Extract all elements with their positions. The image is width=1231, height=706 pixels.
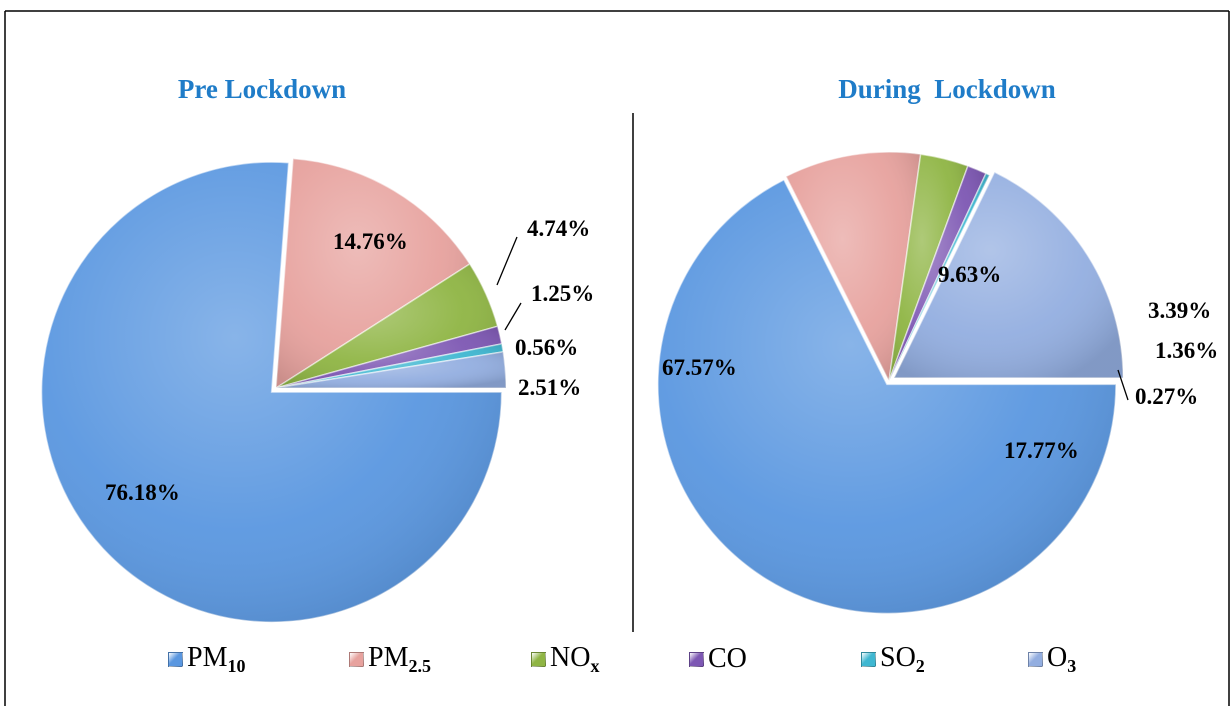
during-slice-pm25-shading	[786, 152, 921, 381]
during-slice-so2-shading	[889, 173, 990, 381]
during-label-pm10: 67.57%	[662, 355, 737, 380]
legend-co-base-text: CO	[708, 643, 747, 674]
during-label-nox: 3.39%	[1148, 298, 1211, 323]
legend-pm10-subscript: 10	[227, 655, 246, 676]
chart-title-pre-lockdown: Pre Lockdown	[177, 74, 347, 104]
pre-label-o3: 2.51%	[518, 375, 581, 400]
legend-so2-square-marker-icon	[861, 651, 876, 667]
pre-label-so2: 0.56%	[515, 335, 578, 360]
legend-nox-base-text: NO	[550, 641, 591, 673]
legend-pm25-subscript: 2.5	[408, 655, 431, 676]
legend-pm10-square-marker-icon	[168, 651, 183, 667]
pre-slice-pm25-shading	[276, 158, 470, 388]
legend: PM10 PM2.5 NOx CO SO2 O3	[168, 637, 1128, 681]
pre-slice-so2-shading	[276, 343, 504, 388]
legend-label-pm25: PM2.5	[368, 642, 431, 677]
pre-slice-nox-shading	[276, 264, 498, 388]
legend-so2-base-text: SO	[880, 641, 916, 673]
legend-label-so2: SO2	[880, 642, 925, 677]
legend-label-co: CO	[708, 643, 747, 675]
chart-title-during-lockdown: During Lockdown	[838, 74, 1056, 104]
pie-chart-pre-lockdown: 76.18% 14.76% 4.74% 1.25% 0.56% 2.51%	[40, 157, 594, 623]
legend-pm10-base-text: PM	[187, 641, 228, 673]
legend-item-co: CO	[689, 637, 747, 681]
during-label-o3: 17.77%	[1004, 438, 1079, 463]
legend-o3-base-text: O	[1047, 641, 1068, 673]
pre-slice-co-shading	[276, 326, 502, 388]
during-slice-o3-shading	[894, 172, 1124, 378]
pre-label-co: 1.25%	[531, 281, 594, 306]
legend-label-o3: O3	[1047, 642, 1076, 677]
legend-co-square-marker-icon	[689, 651, 704, 667]
legend-o3-subscript: 3	[1067, 655, 1077, 676]
legend-item-o3: O3	[1028, 637, 1076, 681]
legend-nox-subscript: x	[590, 655, 600, 676]
legend-so2-subscript: 2	[915, 655, 925, 676]
during-slice-co-shading	[889, 166, 986, 381]
during-slice-pm10-shading	[657, 179, 1116, 614]
legend-pm25-base-text: PM	[368, 641, 409, 673]
legend-item-nox: NOx	[531, 637, 599, 681]
legend-label-nox: NOx	[550, 642, 599, 677]
pre-slice-pm10-shading	[41, 162, 502, 623]
pre-label-pm10: 76.18%	[105, 480, 180, 505]
legend-o3-square-marker-icon	[1028, 651, 1043, 667]
pie-chart-during-lockdown: 67.57% 9.63% 3.39% 1.36% 0.27% 17.77%	[657, 151, 1218, 615]
legend-label-pm10: PM10	[187, 642, 245, 677]
pre-leader-line-nox	[496, 236, 518, 286]
legend-item-so2: SO2	[861, 637, 925, 681]
legend-pm25-square-marker-icon	[349, 651, 364, 667]
during-leader-line-so2	[1117, 369, 1129, 401]
during-label-so2: 0.27%	[1135, 384, 1198, 409]
pre-slice-o3-shading	[276, 351, 506, 388]
legend-item-pm25: PM2.5	[349, 637, 431, 681]
pre-label-pm25: 14.76%	[333, 229, 408, 254]
pre-label-nox: 4.74%	[527, 216, 590, 241]
during-label-co: 1.36%	[1155, 338, 1218, 363]
legend-item-pm10: PM10	[168, 637, 245, 681]
during-slice-nox-shading	[889, 154, 968, 381]
pre-leader-line-co	[504, 302, 522, 331]
legend-nox-square-marker-icon	[531, 651, 546, 667]
during-label-pm25: 9.63%	[938, 262, 1001, 287]
